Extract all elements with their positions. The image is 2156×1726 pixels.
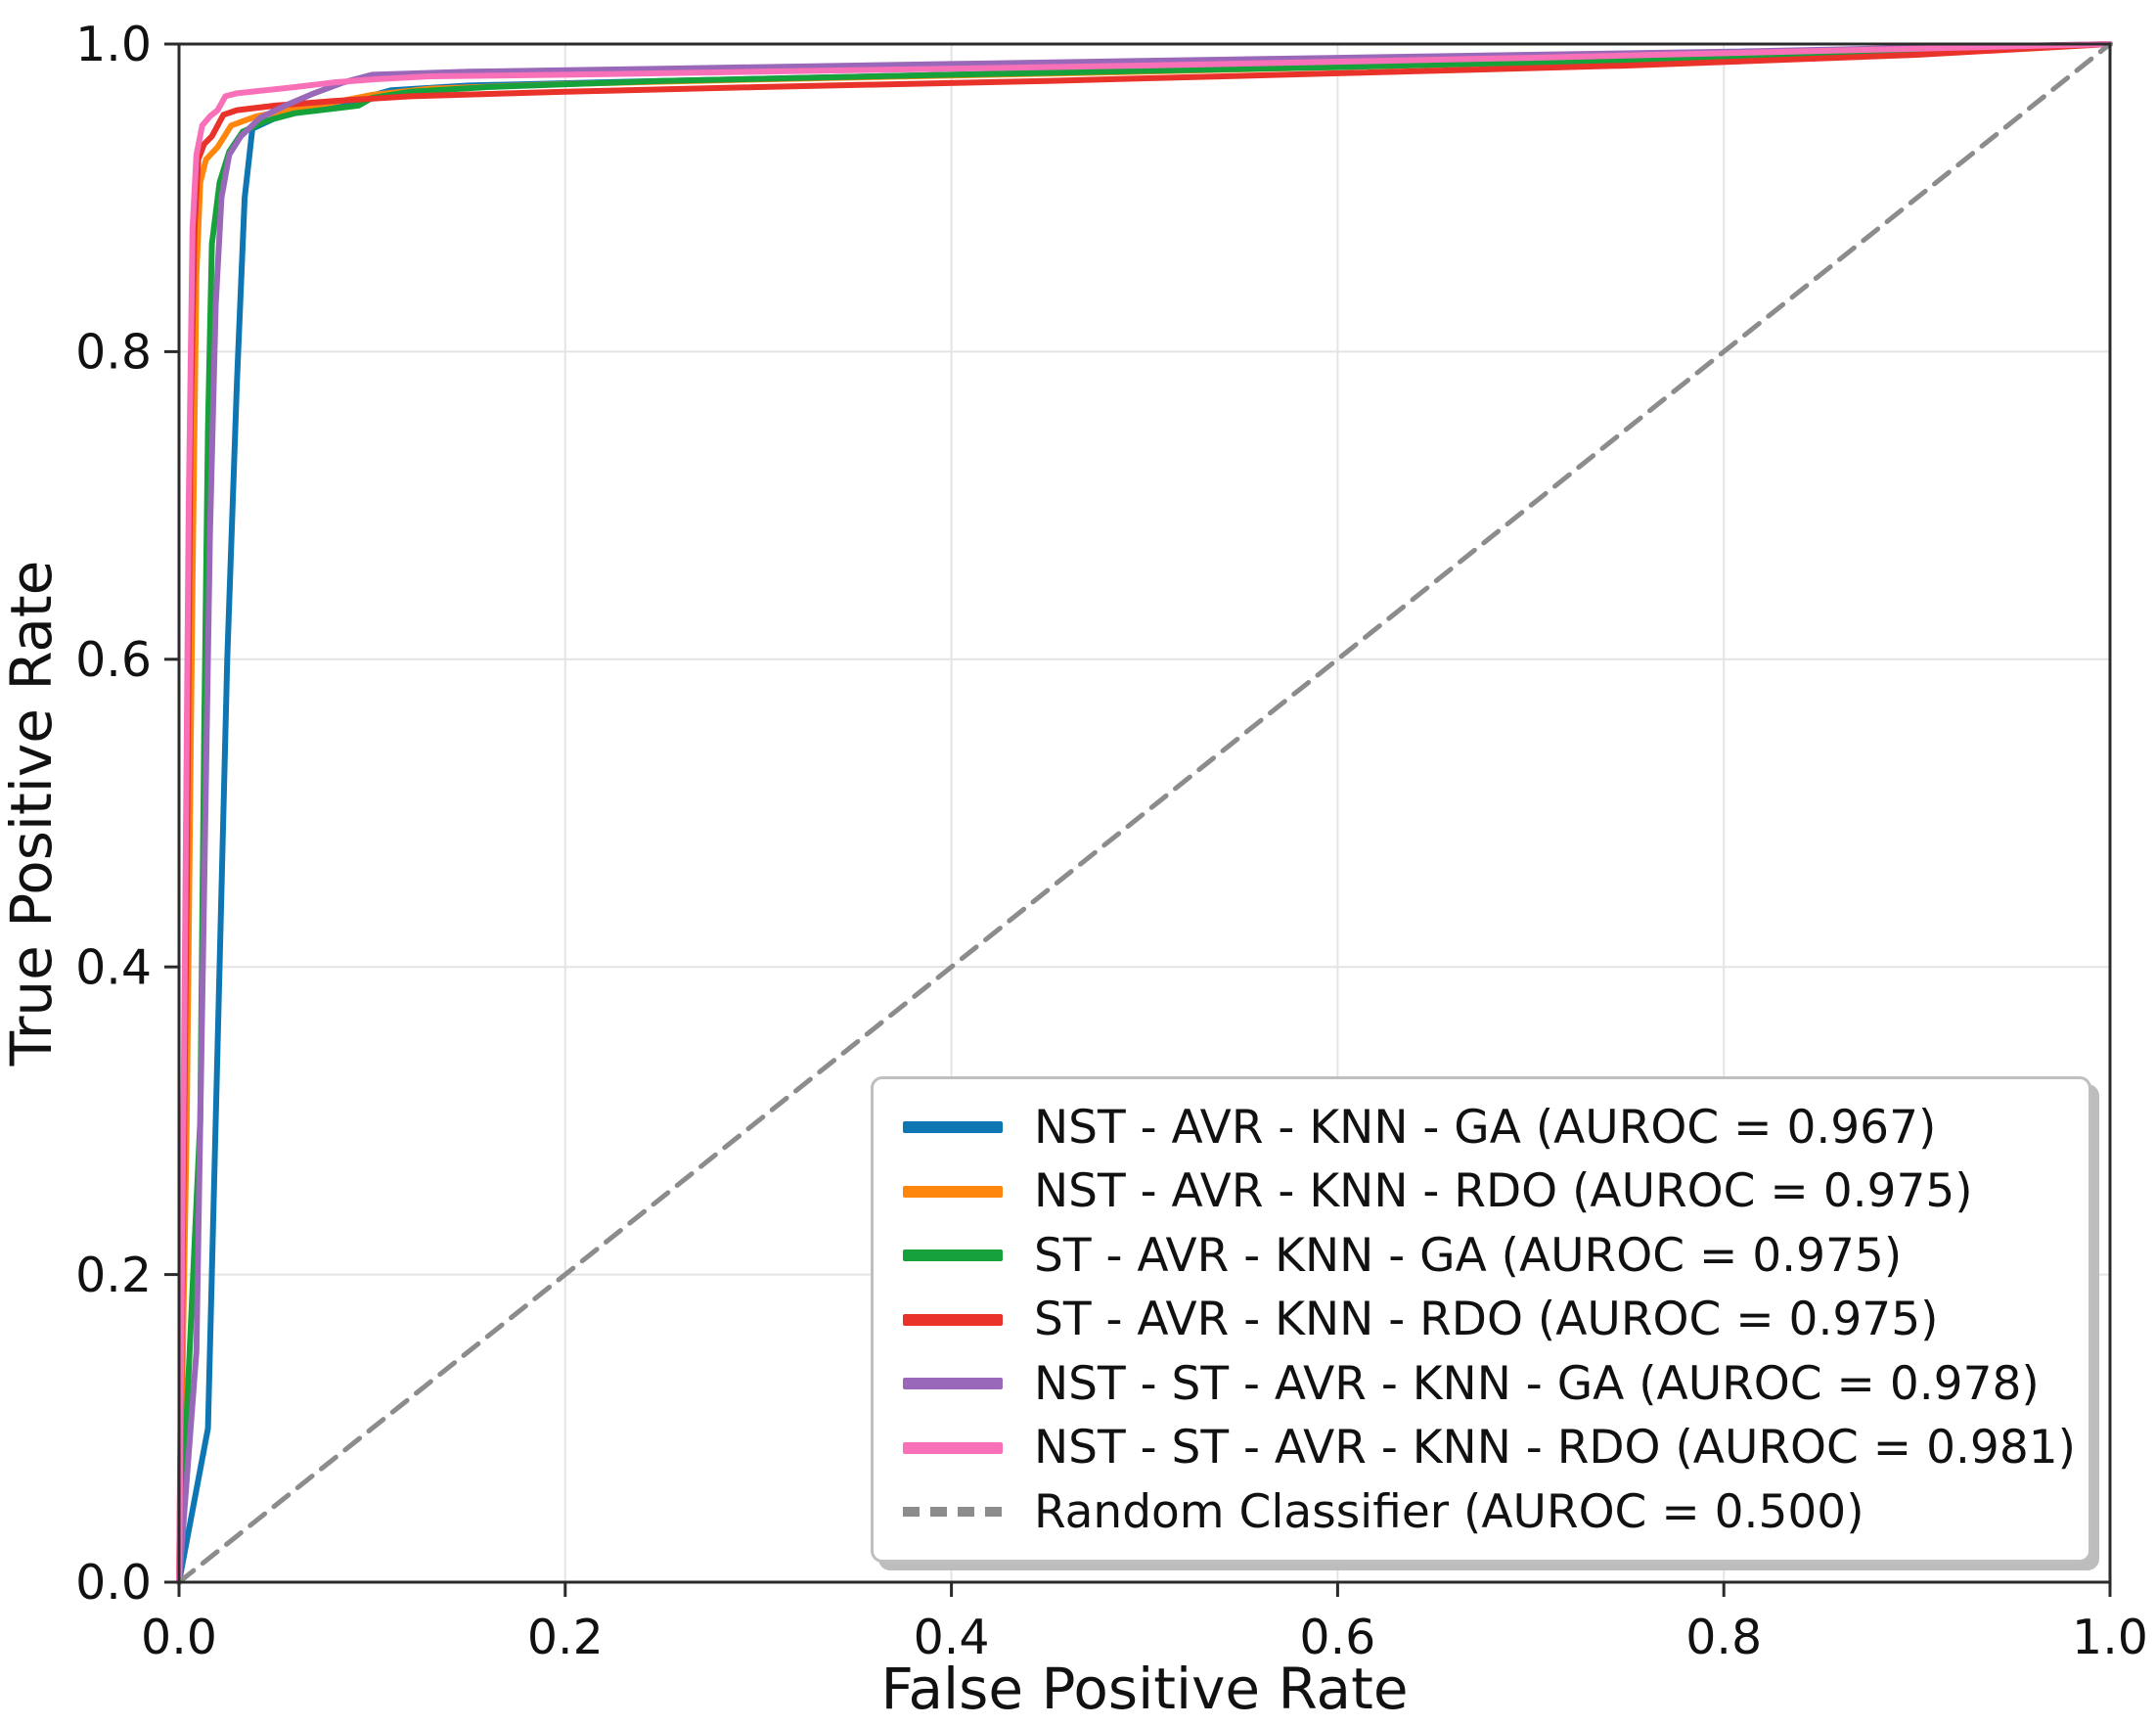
legend-dashed-line-swatch (903, 1507, 1003, 1517)
x-tick-label-0.4: 0.4 (914, 1610, 990, 1665)
x-ticks: 0.0 0.2 0.4 0.6 0.8 1.0 (141, 1582, 2148, 1665)
legend-line-swatch (903, 1441, 1003, 1454)
x-tick-label-1: 1.0 (2072, 1610, 2148, 1665)
x-tick-label-0: 0.0 (141, 1610, 217, 1665)
random-classifier-line (176, 41, 2113, 1585)
legend-item: Random Classifier (AUROC = 0.500) (903, 1487, 2059, 1536)
y-axis-label: True Positive Rate (0, 561, 65, 1067)
y-tick-label-0.2: 0.2 (75, 1248, 152, 1303)
legend-item: NST - ST - AVR - KNN - RDO (AUROC = 0.98… (903, 1424, 2076, 1473)
legend-item: NST - ST - AVR - KNN - GA (AUROC = 0.978… (903, 1359, 2059, 1408)
legend-label: Random Classifier (AUROC = 0.500) (1034, 1484, 1864, 1539)
y-ticks: 0.0 0.2 0.4 0.6 0.8 1.0 (75, 17, 179, 1611)
legend-label: ST - AVR - KNN - GA (AUROC = 0.975) (1034, 1228, 1903, 1283)
y-tick-label-1: 1.0 (75, 17, 152, 72)
x-tick-label-0.2: 0.2 (527, 1610, 604, 1665)
y-tick-label-0.6: 0.6 (75, 632, 152, 688)
y-tick-label-0.8: 0.8 (75, 325, 152, 381)
legend-line-swatch (903, 1313, 1003, 1326)
legend-label: NST - ST - AVR - KNN - RDO (AUROC = 0.98… (1034, 1421, 2076, 1475)
legend-line-swatch (903, 1249, 1003, 1261)
x-axis-label: False Positive Rate (880, 1656, 1408, 1722)
legend-item: NST - AVR - KNN - RDO (AUROC = 0.975) (903, 1167, 2059, 1216)
y-tick-label-0.4: 0.4 (75, 939, 152, 995)
legend-label: NST - ST - AVR - KNN - GA (AUROC = 0.978… (1034, 1356, 2040, 1411)
x-tick-label-0.6: 0.6 (1299, 1610, 1375, 1665)
roc-curve (176, 41, 2113, 1585)
roc-curve (176, 41, 2113, 1585)
legend-label: NST - AVR - KNN - GA (AUROC = 0.967) (1034, 1100, 1937, 1155)
curves (176, 41, 2113, 1585)
legend-item: NST - AVR - KNN - GA (AUROC = 0.967) (903, 1103, 2059, 1152)
legend-item: ST - AVR - KNN - GA (AUROC = 0.975) (903, 1231, 2059, 1280)
legend-line-swatch (903, 1378, 1003, 1389)
plot-border (177, 42, 2112, 1584)
legend-label: ST - AVR - KNN - RDO (AUROC = 0.975) (1034, 1293, 1939, 1346)
legend-line-swatch (903, 1185, 1003, 1198)
legend-box: NST - AVR - KNN - GA (AUROC = 0.967) NST … (871, 1076, 2091, 1563)
roc-curve (176, 41, 2113, 1585)
legend-label: NST - AVR - KNN - RDO (AUROC = 0.975) (1034, 1164, 1973, 1218)
legend-item: ST - AVR - KNN - RDO (AUROC = 0.975) (903, 1295, 2059, 1344)
y-tick-label-0: 0.0 (75, 1555, 152, 1611)
legend-line-swatch (903, 1121, 1003, 1133)
x-tick-label-0.8: 0.8 (1685, 1610, 1762, 1665)
